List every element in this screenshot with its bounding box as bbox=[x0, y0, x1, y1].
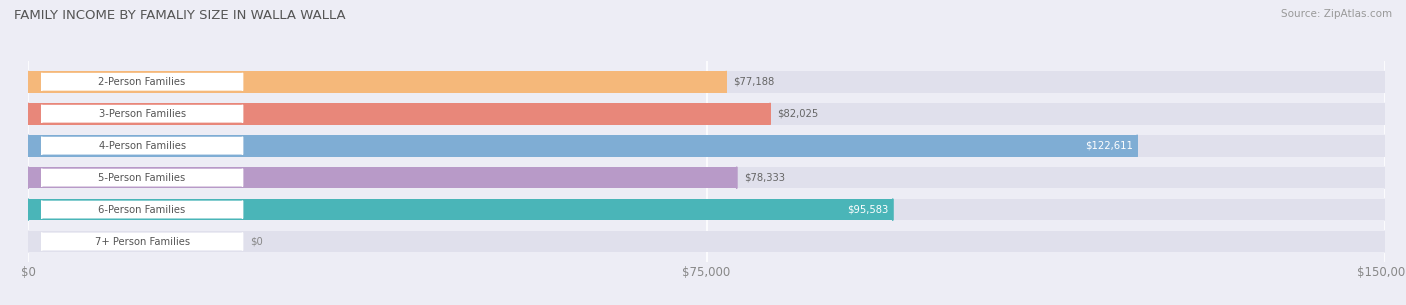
Bar bbox=[28, 199, 893, 221]
Bar bbox=[28, 167, 737, 188]
Text: 3-Person Families: 3-Person Families bbox=[98, 109, 186, 119]
FancyBboxPatch shape bbox=[42, 201, 242, 218]
Text: $82,025: $82,025 bbox=[778, 109, 818, 119]
Text: $78,333: $78,333 bbox=[744, 173, 785, 183]
Bar bbox=[28, 135, 1137, 156]
Bar bbox=[28, 103, 1385, 124]
FancyBboxPatch shape bbox=[42, 105, 242, 123]
Bar bbox=[28, 71, 1385, 93]
Text: 2-Person Families: 2-Person Families bbox=[98, 77, 186, 87]
Text: $122,611: $122,611 bbox=[1085, 141, 1133, 151]
Bar bbox=[28, 135, 1385, 156]
Bar bbox=[28, 231, 1385, 253]
Text: 6-Person Families: 6-Person Families bbox=[98, 205, 186, 215]
Bar bbox=[28, 71, 727, 93]
Text: 4-Person Families: 4-Person Families bbox=[98, 141, 186, 151]
FancyBboxPatch shape bbox=[42, 73, 242, 91]
Bar bbox=[28, 199, 1385, 221]
Text: $95,583: $95,583 bbox=[846, 205, 889, 215]
Text: Source: ZipAtlas.com: Source: ZipAtlas.com bbox=[1281, 9, 1392, 19]
Text: $77,188: $77,188 bbox=[734, 77, 775, 87]
FancyBboxPatch shape bbox=[42, 137, 242, 155]
Text: 5-Person Families: 5-Person Families bbox=[98, 173, 186, 183]
FancyBboxPatch shape bbox=[42, 169, 242, 187]
Text: $0: $0 bbox=[250, 237, 263, 246]
Text: FAMILY INCOME BY FAMALIY SIZE IN WALLA WALLA: FAMILY INCOME BY FAMALIY SIZE IN WALLA W… bbox=[14, 9, 346, 22]
Bar bbox=[28, 167, 1385, 188]
FancyBboxPatch shape bbox=[42, 233, 242, 250]
Text: 7+ Person Families: 7+ Person Families bbox=[94, 237, 190, 246]
Bar bbox=[28, 103, 770, 124]
